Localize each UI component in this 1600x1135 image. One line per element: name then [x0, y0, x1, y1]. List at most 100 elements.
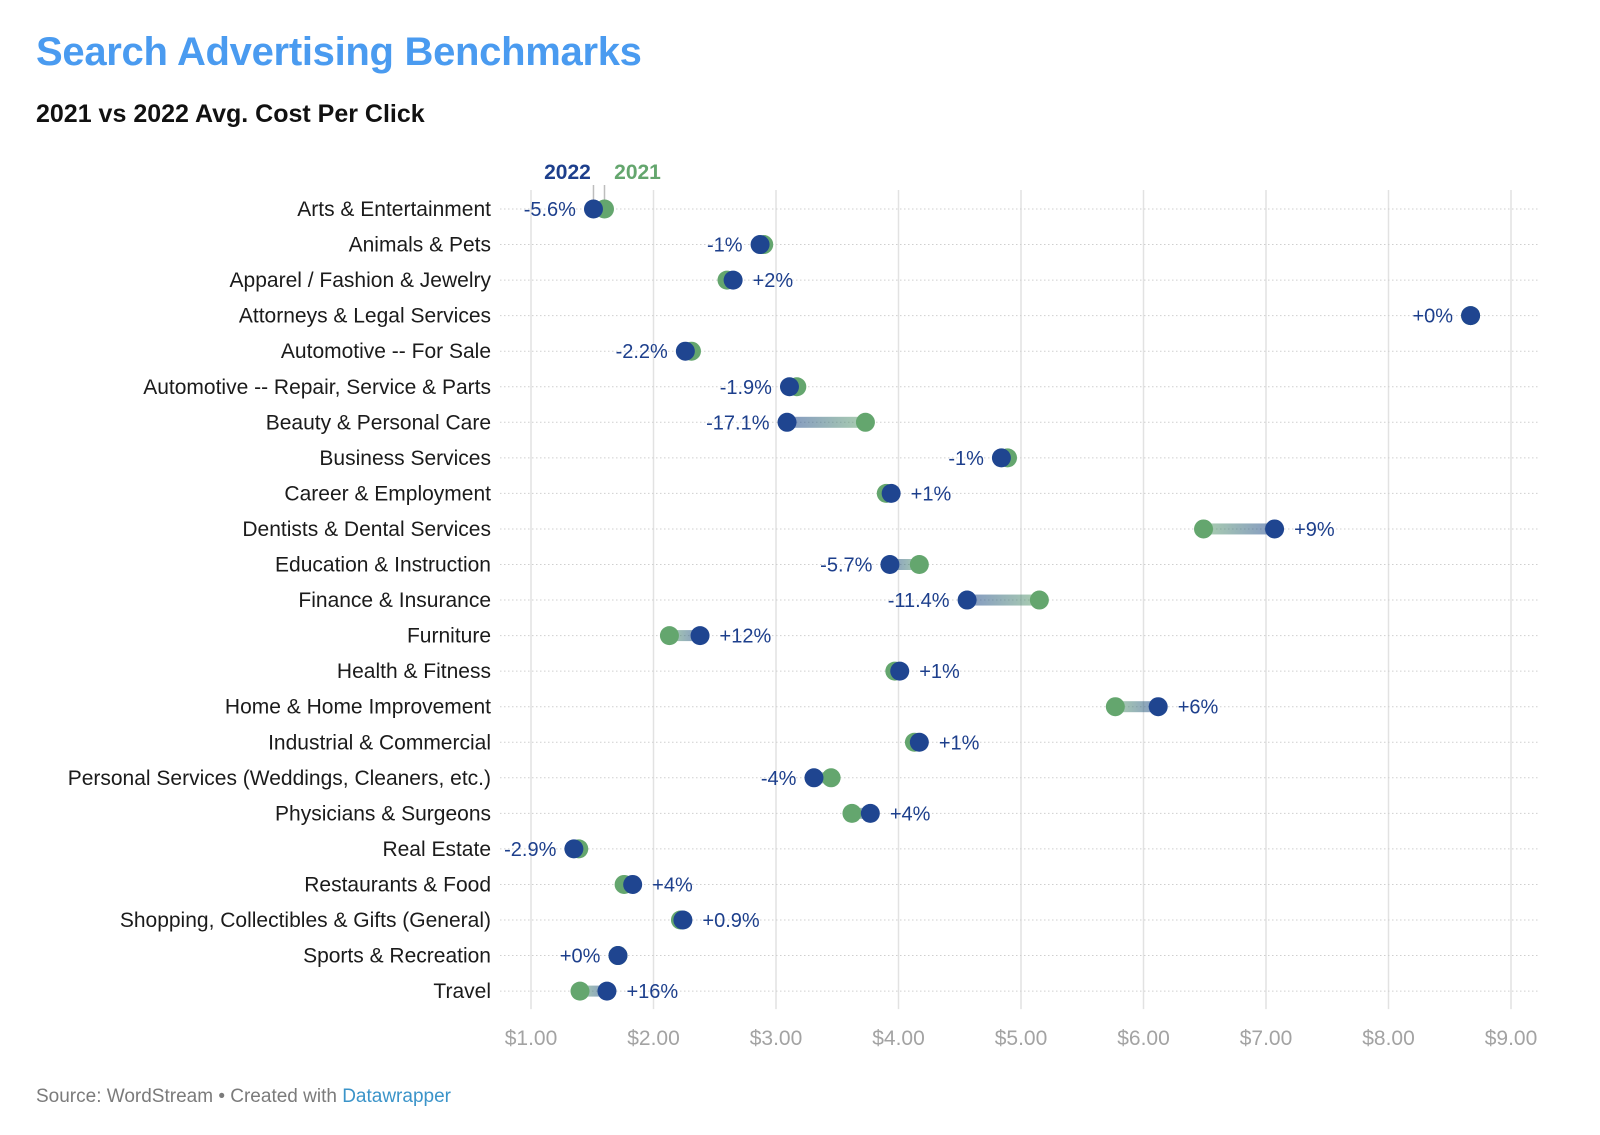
datawrapper-link[interactable]: Datawrapper: [342, 1086, 451, 1107]
x-tick-label: $3.00: [750, 1027, 803, 1050]
category-label: Apparel / Fashion & Jewelry: [230, 269, 492, 292]
x-tick-label: $5.00: [995, 1027, 1048, 1050]
category-label: Physicians & Surgeons: [275, 802, 491, 825]
dot-2022: [1461, 306, 1481, 326]
change-bar: [580, 985, 607, 997]
change-bar: [787, 416, 866, 428]
category-label: Travel: [433, 980, 491, 1003]
category-label: Arts & Entertainment: [297, 198, 491, 221]
change-label: +1%: [911, 483, 952, 505]
category-label: Finance & Insurance: [298, 589, 491, 612]
dot-2022: [880, 555, 900, 574]
dot-2022: [583, 199, 603, 219]
dot-2022: [673, 910, 693, 930]
data-row: Beauty & Personal Care -17.1%: [266, 411, 875, 434]
data-row: Physicians & Surgeons +4%: [275, 802, 931, 825]
data-row: Health & Fitness +1%: [337, 660, 960, 683]
change-bar: [967, 594, 1040, 606]
data-row: Animals & Pets -1%: [349, 234, 774, 257]
data-row: Travel +16%: [433, 980, 678, 1003]
change-label: -5.6%: [524, 199, 576, 221]
change-label: -1%: [707, 235, 743, 257]
dot-2022: [597, 981, 617, 1001]
change-label: +1%: [939, 732, 980, 754]
category-label: Education & Instruction: [275, 554, 491, 577]
category-label: Career & Employment: [284, 482, 491, 505]
dot-2022: [881, 483, 901, 503]
dot-2022: [675, 341, 695, 361]
category-label: Real Estate: [382, 838, 491, 861]
chart-title: Search Advertising Benchmarks: [36, 30, 642, 74]
change-label: +16%: [626, 981, 678, 1003]
dot-2022: [1148, 697, 1168, 717]
dot-2022: [957, 590, 977, 610]
footer: Source: WordStream • Created with Datawr…: [36, 1086, 451, 1108]
legend-2022: 2022: [544, 161, 591, 184]
dot-2022: [991, 448, 1011, 468]
change-bar: [669, 630, 701, 642]
source-text: Source: WordStream • Created with: [36, 1086, 343, 1107]
change-label: -5.7%: [820, 555, 872, 577]
category-label: Restaurants & Food: [304, 873, 491, 896]
x-tick-label: $4.00: [872, 1027, 925, 1050]
dot-2022: [750, 235, 770, 255]
change-label: -11.4%: [888, 590, 950, 612]
change-label: -1.9%: [720, 377, 772, 399]
change-label: +0.9%: [702, 910, 759, 932]
data-row: Arts & Entertainment -5.6%: [297, 198, 614, 221]
category-label: Industrial & Commercial: [268, 731, 491, 754]
data-row: Furniture +12%: [407, 625, 772, 648]
dot-2021: [821, 768, 841, 788]
chart-subtitle: 2021 vs 2022 Avg. Cost Per Click: [36, 100, 425, 128]
category-label: Shopping, Collectibles & Gifts (General): [120, 909, 491, 932]
dot-2021: [909, 555, 929, 574]
data-row: Career & Employment +1%: [284, 482, 951, 505]
dot-2021: [1105, 697, 1125, 717]
dot-2022: [890, 661, 910, 681]
change-label: -2.9%: [504, 839, 556, 861]
change-label: +1%: [919, 661, 960, 683]
data-row: Dentists & Dental Services +9%: [242, 518, 1334, 541]
data-row: Restaurants & Food +4%: [304, 873, 693, 896]
change-label: -4%: [761, 768, 797, 790]
dot-2022: [564, 839, 584, 859]
category-label: Home & Home Improvement: [225, 696, 491, 719]
dot-2022: [723, 270, 743, 290]
dot-2021: [659, 626, 679, 646]
dot-2022: [860, 803, 880, 823]
category-label: Business Services: [319, 447, 491, 470]
dot-2022: [777, 412, 797, 432]
change-label: -2.2%: [616, 341, 668, 363]
change-label: +2%: [753, 270, 794, 292]
change-label: +12%: [720, 626, 772, 648]
category-label: Beauty & Personal Care: [266, 411, 491, 434]
change-label: +0%: [1412, 306, 1453, 328]
x-axis: $1.00 $2.00 $3.00 $4.00 $5.00 $6.00 $7.00 $8.00…: [505, 1027, 1538, 1050]
dot-2022: [779, 377, 799, 397]
change-label: -17.1%: [706, 412, 770, 434]
data-row: Shopping, Collectibles & Gifts (General)…: [120, 909, 760, 932]
category-label: Automotive -- For Sale: [281, 340, 491, 363]
x-tick-label: $6.00: [1117, 1027, 1170, 1050]
category-label: Dentists & Dental Services: [242, 518, 491, 541]
category-label: Automotive -- Repair, Service & Parts: [143, 376, 491, 399]
category-label: Furniture: [407, 625, 491, 648]
category-label: Personal Services (Weddings, Cleaners, e…: [68, 767, 491, 790]
category-label: Attorneys & Legal Services: [239, 305, 491, 328]
legend-2021: 2021: [614, 161, 661, 184]
data-row: Business Services -1%: [319, 447, 1018, 470]
data-row: Automotive -- Repair, Service & Parts -1.…: [143, 376, 807, 399]
data-row: Industrial & Commercial +1%: [268, 731, 980, 754]
change-label: +0%: [560, 946, 601, 968]
x-tick-label: $8.00: [1362, 1027, 1415, 1050]
data-row: Automotive -- For Sale -2.2%: [281, 340, 701, 363]
category-label: Animals & Pets: [349, 234, 491, 257]
dot-2022: [608, 946, 628, 966]
change-label: +4%: [652, 874, 693, 896]
dot-2022: [804, 768, 824, 788]
x-tick-label: $9.00: [1485, 1027, 1538, 1050]
data-row: Finance & Insurance -11.4%: [298, 589, 1049, 612]
dot-2021: [570, 981, 590, 1001]
x-tick-label: $2.00: [627, 1027, 680, 1050]
dot-2022: [690, 626, 710, 646]
